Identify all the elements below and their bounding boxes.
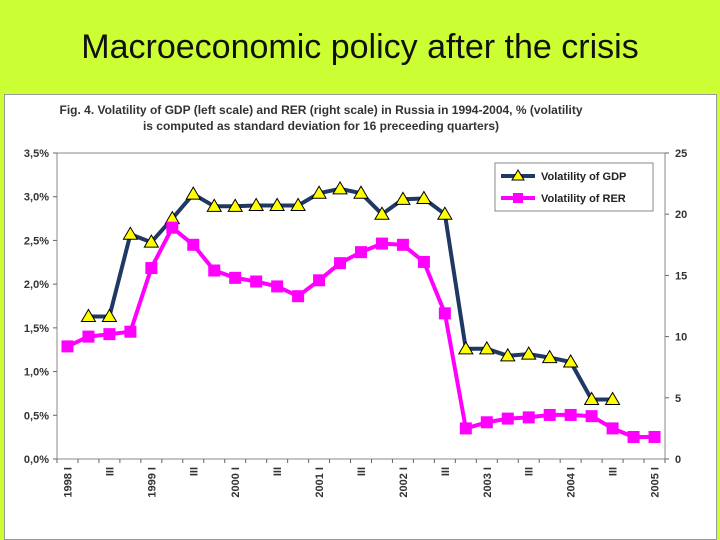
volatility-of-gdp-marker: [185, 186, 202, 200]
legend-label: Volatility of RER: [541, 193, 626, 205]
x-tick-label: 2003 I: [482, 467, 494, 498]
y-right-tick-label: 0: [675, 454, 681, 466]
volatility-of-gdp-marker: [80, 308, 97, 322]
volatility-of-gdp-marker: [206, 198, 223, 212]
volatility-of-gdp-marker: [101, 308, 118, 322]
volatility-of-gdp-marker: [520, 346, 537, 360]
x-tick-label: 2000 I: [230, 467, 242, 498]
volatility-of-rer-marker: [61, 340, 74, 353]
volatility-of-rer-marker: [313, 274, 326, 287]
chart-title-line-1: Fig. 4. Volatility of GDP (left scale) a…: [59, 103, 582, 117]
x-tick-label: 1998 I: [62, 467, 74, 498]
volatility-of-gdp-marker: [499, 347, 516, 362]
x-tick-label: III: [104, 467, 116, 476]
volatility-of-rer-marker: [124, 325, 137, 338]
volatility-of-gdp-marker: [143, 234, 160, 248]
volatility-of-gdp-marker: [478, 340, 495, 355]
volatility-of-rer-marker: [187, 238, 200, 251]
volatility-of-rer-marker: [648, 430, 661, 443]
volatility-of-rer-marker: [250, 275, 263, 288]
volatility-of-gdp-marker: [227, 198, 244, 212]
y-left-tick-label: 2,0%: [24, 279, 49, 291]
volatility-of-rer-marker: [438, 307, 451, 320]
volatility-of-rer-marker: [627, 430, 640, 443]
y-left-tick-label: 0,0%: [24, 454, 49, 466]
chart-title-line-2: is computed as standard deviation for 16…: [143, 119, 499, 133]
x-tick-label: III: [524, 467, 536, 476]
y-left-tick-label: 2,5%: [24, 235, 49, 247]
volatility-of-gdp-marker: [395, 191, 411, 205]
volatility-of-rer-marker: [501, 412, 514, 425]
y-right-tick-label: 5: [675, 393, 681, 405]
x-tick-label: III: [356, 467, 368, 476]
volatility-of-rer-marker: [417, 255, 430, 268]
x-tick-label: III: [440, 467, 452, 476]
x-tick-label: 2002 I: [398, 467, 410, 498]
volatility-of-rer-marker: [271, 280, 284, 293]
y-left-tick-label: 0,5%: [24, 410, 49, 422]
volatility-of-gdp-marker: [122, 226, 139, 240]
volatility-of-rer-marker: [229, 271, 242, 284]
legend-swatch-marker: [513, 193, 523, 203]
y-left-tick-label: 3,5%: [24, 148, 49, 160]
volatility-of-rer-marker: [564, 408, 577, 421]
volatility-of-rer-marker: [355, 246, 367, 259]
volatility-of-gdp-marker: [290, 197, 306, 211]
volatility-of-gdp-marker: [457, 340, 474, 355]
x-tick-label: III: [608, 467, 620, 476]
x-tick-label: 2005 I: [650, 467, 662, 498]
volatility-of-rer-marker: [208, 264, 221, 277]
volatility-of-gdp-marker: [541, 349, 558, 364]
volatility-of-gdp-marker: [604, 391, 621, 406]
volatility-of-gdp-marker: [436, 206, 453, 220]
volatility-of-rer-marker: [82, 330, 95, 343]
volatility-of-gdp-marker: [416, 190, 432, 204]
x-tick-label: 2001 I: [314, 467, 326, 498]
volatility-of-gdp-marker: [562, 353, 579, 368]
volatility-of-rer-marker: [292, 290, 305, 303]
volatility-of-gdp-marker: [311, 185, 327, 199]
x-tick-label: 2004 I: [566, 467, 578, 498]
volatility-of-rer-marker: [375, 237, 388, 250]
volatility-of-gdp-marker: [332, 180, 348, 195]
x-tick-label: III: [272, 467, 284, 476]
volatility-of-rer-marker: [166, 221, 179, 234]
volatility-of-rer-marker: [606, 422, 619, 435]
volatility-of-rer-marker: [103, 328, 116, 341]
y-right-tick-label: 20: [675, 209, 687, 221]
volatility-of-gdp-marker: [248, 197, 265, 211]
volatility-of-gdp-marker: [583, 391, 600, 406]
volatility-of-gdp-marker: [269, 197, 286, 211]
x-tick-label: III: [188, 467, 200, 476]
chart-frame: Fig. 4. Volatility of GDP (left scale) a…: [4, 94, 717, 540]
y-right-tick-label: 10: [675, 332, 687, 344]
volatility-of-rer-marker: [459, 422, 472, 435]
slide-title: Macroeconomic policy after the crisis: [81, 28, 639, 66]
y-left-tick-label: 1,0%: [24, 367, 49, 379]
y-right-tick-label: 25: [675, 148, 687, 160]
volatility-of-rer-marker: [522, 411, 535, 424]
y-left-tick-label: 1,5%: [24, 323, 49, 335]
volatility-of-gdp-marker: [353, 185, 369, 199]
x-tick-label: 1999 I: [146, 467, 158, 498]
legend-label: Volatility of GDP: [541, 171, 626, 183]
volatility-of-gdp-marker: [374, 206, 390, 220]
y-right-tick-label: 15: [675, 270, 687, 282]
legend-swatch-marker: [511, 169, 525, 181]
volatility-of-rer-marker: [543, 408, 556, 421]
volatility-chart: Fig. 4. Volatility of GDP (left scale) a…: [24, 103, 687, 498]
y-left-tick-label: 3,0%: [24, 192, 49, 204]
volatility-of-rer-marker: [585, 410, 598, 423]
volatility-of-rer-marker: [396, 238, 409, 251]
volatility-of-rer-marker: [145, 262, 158, 275]
volatility-of-rer-marker: [480, 416, 493, 429]
volatility-of-rer-marker: [334, 257, 347, 270]
